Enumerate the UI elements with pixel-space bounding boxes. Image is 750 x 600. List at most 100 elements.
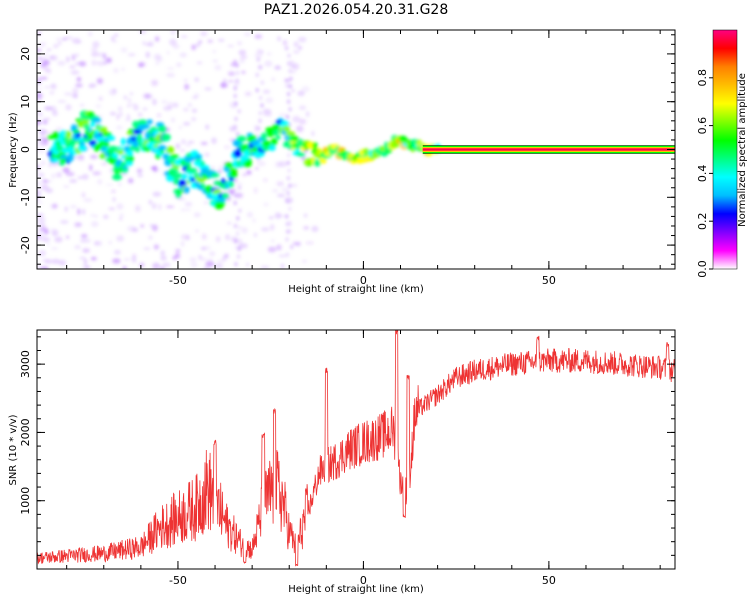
spectrogram-streak bbox=[256, 156, 261, 162]
spectrogram-speckle bbox=[283, 81, 291, 84]
spectrogram-ridge-blob bbox=[135, 146, 140, 153]
spectrogram-ridge-blob bbox=[98, 132, 104, 137]
spectrogram-ridge-blob bbox=[233, 150, 242, 158]
spectrogram-ridge-blob bbox=[169, 154, 179, 159]
spectrogram-speckle bbox=[145, 51, 151, 59]
spectrogram-speckle bbox=[235, 192, 244, 199]
spectrogram-speckle bbox=[98, 52, 105, 58]
spectrogram-speckle bbox=[88, 31, 93, 37]
spectrogram-speckle bbox=[227, 80, 235, 83]
spectrogram-ridge-blob bbox=[106, 135, 116, 141]
snr-frame bbox=[36, 329, 676, 570]
spectrogram-speckle bbox=[220, 82, 228, 89]
spectrogram-streak bbox=[287, 168, 291, 173]
spectrogram-speckle bbox=[44, 66, 49, 73]
spectrogram-streak bbox=[288, 84, 293, 89]
spectrogram-speckle bbox=[171, 117, 175, 123]
spectrogram-speckle bbox=[311, 225, 319, 233]
snr-series-line bbox=[37, 330, 675, 567]
spectrogram-speckle bbox=[175, 143, 181, 150]
spectrogram-speckle bbox=[112, 40, 118, 43]
spectrogram-speckle bbox=[108, 207, 116, 210]
spectrogram-speckle bbox=[238, 238, 242, 245]
spectrogram-speckle bbox=[202, 246, 211, 251]
spectrogram-speckle bbox=[74, 222, 82, 228]
spectrogram-speckle bbox=[142, 107, 148, 111]
spectrogram-ridge-blob bbox=[178, 179, 187, 187]
spectrogram-speckle bbox=[76, 76, 82, 82]
spectrogram-speckle bbox=[153, 244, 160, 250]
spectrogram-speckle bbox=[37, 93, 44, 99]
spectrogram-speckle bbox=[97, 240, 103, 246]
spectrogram-speckle bbox=[190, 262, 198, 268]
spectrogram-speckle bbox=[278, 254, 287, 258]
spectrogram-streak bbox=[285, 221, 290, 227]
spectrogram-speckle bbox=[50, 247, 59, 250]
spectrogram-speckle bbox=[74, 62, 81, 66]
spectrogram-speckle bbox=[119, 213, 124, 218]
spectrogram-streak bbox=[288, 206, 292, 211]
spectrogram-streak bbox=[237, 185, 242, 190]
spectrogram-speckle bbox=[37, 57, 46, 60]
snr-xlabel: Height of straight line (km) bbox=[288, 584, 424, 595]
spectrogram-speckle bbox=[160, 250, 165, 256]
spectrogram-speckle bbox=[252, 218, 256, 223]
spectrogram-speckle bbox=[196, 61, 203, 65]
spectrogram-streak bbox=[258, 65, 263, 70]
spectrogram-speckle bbox=[105, 183, 114, 186]
spectrogram-speckle bbox=[265, 97, 274, 104]
spectrogram-speckle bbox=[91, 51, 99, 57]
spectrogram-speckle bbox=[79, 103, 85, 107]
spectrogram-ridge-blob bbox=[174, 172, 183, 179]
spectrogram-speckle bbox=[276, 193, 286, 198]
spectrogram-ridge-blob bbox=[398, 135, 408, 142]
spectrogram-speckle bbox=[45, 131, 53, 135]
spectrogram-speckle bbox=[298, 105, 307, 111]
spectrogram-speckle bbox=[260, 227, 270, 232]
spectrogram-speckle bbox=[291, 89, 296, 92]
spectrogram-speckle bbox=[38, 87, 43, 91]
spectrogram-speckle bbox=[49, 203, 57, 209]
spectrogram-speckle bbox=[227, 188, 236, 194]
spectrogram-speckle bbox=[254, 34, 263, 39]
spectrogram-speckle bbox=[305, 241, 314, 245]
colorbar-ticks: 0.0 0.2 0.4 0.6 0.8 bbox=[696, 69, 713, 278]
spectrogram-streak bbox=[289, 244, 294, 250]
spectrogram-speckle bbox=[102, 214, 109, 220]
spectrogram-speckle bbox=[57, 99, 67, 103]
spectrogram-ridge-blob bbox=[261, 132, 267, 140]
spectrogram-speckle bbox=[65, 104, 72, 111]
spectrogram-speckle bbox=[201, 233, 207, 240]
spectrogram-ridge-blob bbox=[296, 152, 306, 157]
spectrogram-speckle bbox=[274, 212, 282, 219]
spectrogram-speckle bbox=[206, 258, 214, 263]
spectrogram-ridge-blob bbox=[119, 148, 124, 155]
spectrogram-speckle bbox=[116, 113, 120, 120]
spectrogram-streak bbox=[258, 118, 262, 124]
spectrogram-ridge-blob bbox=[300, 146, 306, 151]
spectrogram-speckle bbox=[215, 236, 221, 243]
spectrogram-speckle bbox=[37, 216, 46, 224]
spectrogram-speckle bbox=[130, 103, 139, 107]
spectrogram-speckle bbox=[44, 107, 53, 111]
snr-panel: -50 0 50 1000 2000 3000 Height of straight li… bbox=[8, 329, 676, 595]
snr-xtick-label: 50 bbox=[542, 574, 556, 587]
spectrogram-speckle bbox=[140, 224, 145, 228]
spectrogram-speckle bbox=[195, 229, 199, 233]
spectrogram-speckle bbox=[151, 202, 157, 210]
spectrogram-speckle bbox=[139, 262, 145, 268]
spectrogram-panel: -50 0 50 -20 -10 0 10 20 Height of straight lin… bbox=[8, 29, 676, 295]
spectrogram-speckle bbox=[193, 212, 201, 218]
spectrogram-speckle bbox=[80, 238, 88, 243]
spectrogram-streak bbox=[286, 176, 291, 181]
spectrogram-ridge-blob bbox=[157, 125, 167, 133]
spectrogram-ticks: -50 0 50 -20 -10 0 10 20 bbox=[19, 30, 675, 287]
spectrogram-speckle bbox=[242, 173, 247, 176]
spectrogram-speckle bbox=[74, 245, 81, 250]
spectrogram-ytick-label: 10 bbox=[19, 95, 32, 109]
spectrogram-speckle bbox=[137, 112, 143, 117]
spectrogram-streak bbox=[258, 95, 263, 101]
snr-ylabel: SNR (10 * v/v) bbox=[8, 414, 19, 485]
spectrogram-ridge-blob bbox=[157, 145, 167, 151]
spectrogram-speckle bbox=[301, 259, 308, 263]
